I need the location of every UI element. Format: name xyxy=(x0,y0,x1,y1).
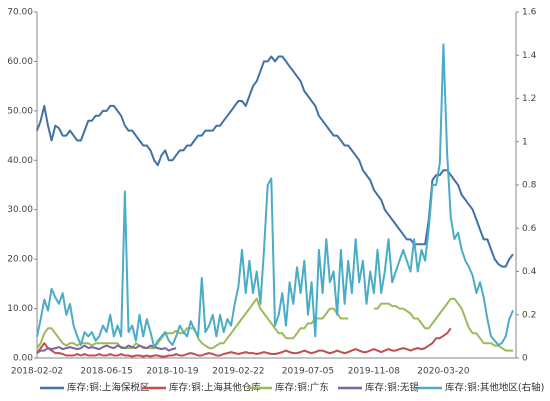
x-tick-label: 2019-11-08 xyxy=(348,367,401,377)
legend-text: 库存:铜:广东 xyxy=(275,382,329,394)
x-tick-label: 2019-02-22 xyxy=(212,367,264,377)
y2-tick-label: 1.2 xyxy=(522,94,536,104)
y-tick-label: 40.00 xyxy=(7,156,33,166)
y-tick-label: 20.00 xyxy=(7,255,33,265)
y2-tick-label: 0.6 xyxy=(522,224,537,234)
y-tick-label: 70.00 xyxy=(7,8,33,18)
x-tick-label: 2020-03-20 xyxy=(417,367,470,377)
y2-tick-label: 1.6 xyxy=(522,8,537,18)
x-tick-label: 2019-07-05 xyxy=(282,367,334,377)
legend-text: 库存:铜:其他地区(右轴) xyxy=(445,382,544,394)
series-line xyxy=(36,43,514,349)
y-tick-label: 30.00 xyxy=(7,205,33,215)
legend-text: 库存:铜:上海保税区 xyxy=(67,382,150,394)
y-tick-label: 0.00 xyxy=(13,354,33,364)
legend-text: 库存:铜:上海其他仓库 xyxy=(169,382,261,394)
y-tick-label: 50.00 xyxy=(7,106,33,116)
legend-text: 库存:铜:无锡 xyxy=(365,382,419,394)
y2-tick-label: 1.4 xyxy=(522,51,537,61)
x-tick-label: 2018-10-19 xyxy=(146,367,199,377)
x-tick-label: 2018-06-15 xyxy=(80,367,132,377)
y2-tick-label: 0 xyxy=(522,354,528,364)
y2-tick-label: 1 xyxy=(522,137,528,147)
y-tick-label: 10.00 xyxy=(7,304,33,314)
y2-tick-label: 0.8 xyxy=(522,181,537,191)
series-line xyxy=(36,55,514,268)
y2-tick-label: 0.4 xyxy=(522,267,537,277)
series-line xyxy=(36,344,177,354)
y2-tick-label: 0.2 xyxy=(522,310,536,320)
series-line xyxy=(36,327,452,358)
y-tick-label: 60.00 xyxy=(7,57,33,67)
series-line xyxy=(36,297,513,352)
x-tick-label: 2018-02-02 xyxy=(11,367,63,377)
